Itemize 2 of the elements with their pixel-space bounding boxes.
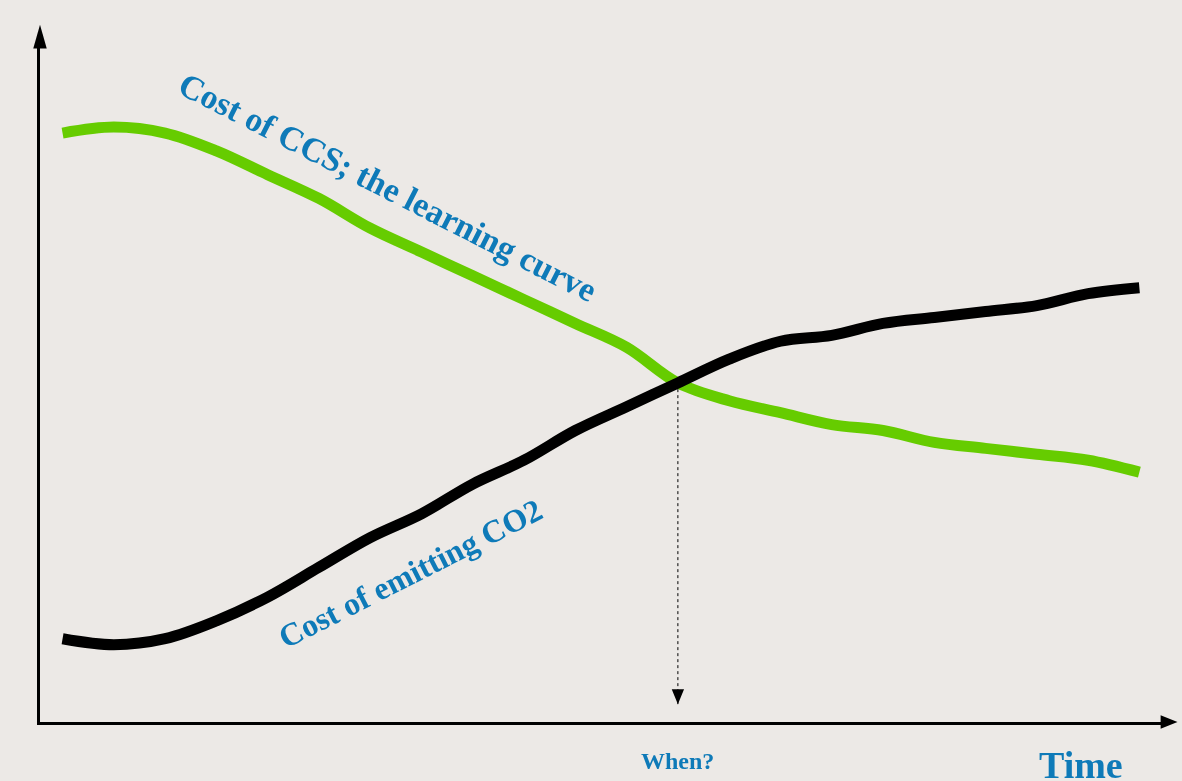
x-axis-title: Time xyxy=(1039,744,1123,781)
text: When? xyxy=(641,748,715,774)
